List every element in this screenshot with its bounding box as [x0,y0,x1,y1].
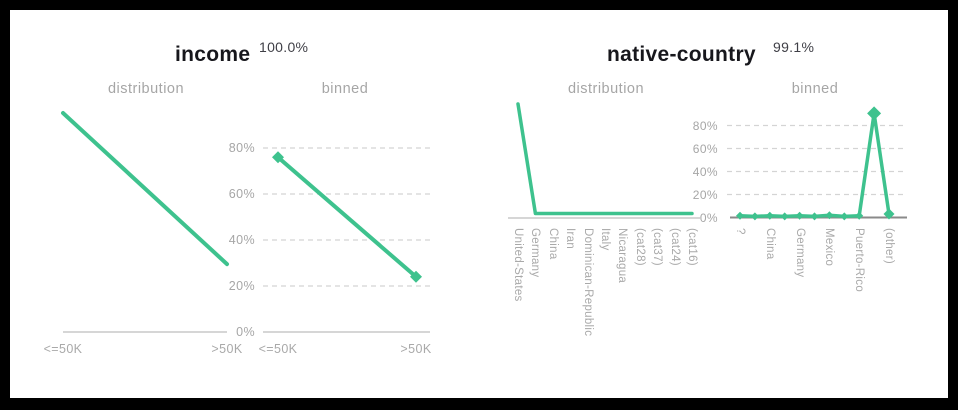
x-tick-label: Iran [564,228,577,250]
data-line [61,111,229,267]
y-tick-label: 40% [228,233,255,247]
x-tick-label: Germany [529,228,542,278]
y-tick-label: 60% [692,141,718,156]
x-tick-label: Mexico [823,228,836,267]
diamond-marker [765,211,774,220]
y-tick-label: 80% [692,118,718,133]
y-tick-label: 0% [236,325,255,339]
x-tick-label: >50K [400,342,432,356]
x-tick-label: (cat16) [686,228,698,266]
y-tick-label: 80% [228,141,255,155]
x-tick-label: Nicaragua [616,228,629,284]
x-tick-label: China [763,228,776,260]
y-tick-label: 20% [692,187,718,202]
y-tick-label: 40% [692,164,718,179]
x-tick-label: Dominican-Republic [581,228,594,337]
x-tick-label: (cat28) [633,228,646,266]
data-line [276,155,418,279]
charts-svg [61,102,907,333]
diamond-marker [736,211,744,220]
y-tick-label: 60% [228,187,255,201]
income-distribution-chart [61,111,229,333]
x-tick-label: >50K [211,342,243,356]
diamond-marker [780,212,789,221]
x-tick-label: (cat37) [651,228,664,266]
income-binned-chart [263,147,430,333]
diamond-marker [840,212,849,221]
diamond-marker [410,270,422,283]
x-tick-label: China [546,228,559,260]
diamond-marker [750,212,759,221]
y-tick-label: 0% [699,210,718,225]
x-tick-label: Puerto-Rico [853,228,866,293]
subtitle-income-distribution: distribution [107,81,185,97]
subtitle-native-binned: binned [791,81,839,97]
diamond-marker [810,212,819,221]
subtitle-native-distribution: distribution [567,81,645,97]
y-tick-label: 20% [228,279,255,293]
diamond-marker [883,208,895,220]
native-country-distribution-chart [508,102,700,219]
diamond-marker [825,211,834,220]
data-line [738,111,891,219]
x-tick-label: <=50K [43,342,83,356]
stats-canvas: income 100.0% distribution binned native… [10,10,948,398]
diamond-marker [795,211,804,220]
x-tick-label: ? [734,228,746,235]
panel-title-native-country: native-country [607,43,756,66]
panel-coverage-income: 100.0% [259,39,309,55]
panel-title-income: income [175,43,251,66]
data-line [516,102,694,216]
x-tick-label: Germany [793,228,806,278]
panel-coverage-native-country: 99.1% [773,39,815,55]
diamond-marker [867,106,882,121]
subtitle-income-binned: binned [321,81,369,97]
x-tick-label: (other) [883,228,895,264]
x-tick-label: United-States [512,228,524,302]
diamond-marker [272,151,284,164]
x-tick-label: Italy [599,228,611,251]
x-tick-label: (cat24) [668,228,681,266]
diamond-marker [855,211,864,220]
native-country-binned-chart [727,106,907,221]
x-tick-label: <=50K [258,342,298,356]
